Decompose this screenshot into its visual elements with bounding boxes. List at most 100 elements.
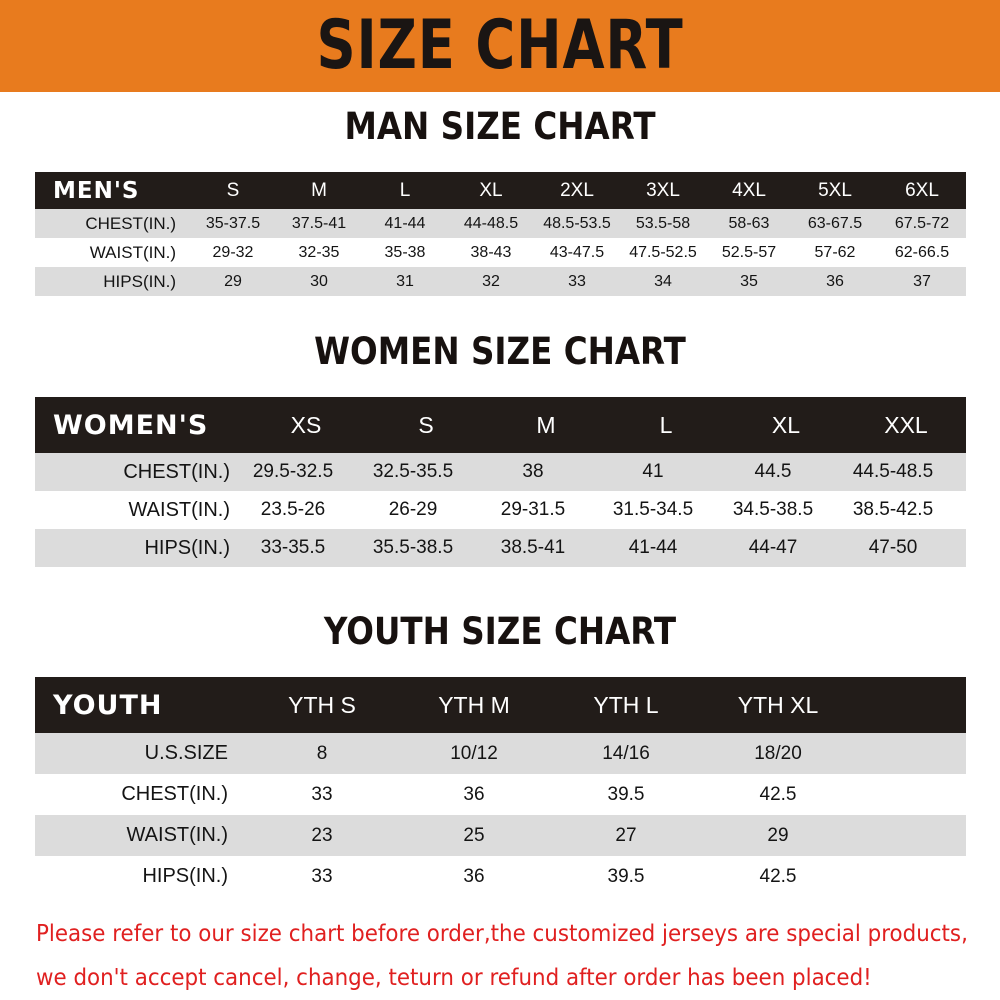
man-corner-label: MEN'S <box>53 177 140 204</box>
man-cell-r1-c3: 41-44 <box>384 214 426 232</box>
women-cell-r2-c6: 38.5-42.5 <box>852 499 934 520</box>
footer-note: Please refer to our size chart before or… <box>36 912 968 1000</box>
youth-cell-filler <box>854 856 966 897</box>
man-cell-r1-c9: 67.5-72 <box>894 214 950 232</box>
youth-table-header-row: YOUTH YTH S YTH M YTH L YTH XL <box>35 677 966 733</box>
youth-column-header-1: YTH S <box>288 691 356 718</box>
man-cell-r3-c7: 35 <box>740 272 758 290</box>
man-cell-r1-c6: 53.5-58 <box>635 214 691 232</box>
youth-cell-r4-c1: 33 <box>311 865 333 887</box>
youth-column-header-2: YTH M <box>438 691 510 718</box>
man-cell-r2-c3: 35-38 <box>384 243 426 261</box>
women-column-header-4: L <box>659 411 673 438</box>
table-row: HIPS(IN.) 33 36 39.5 42.5 <box>35 856 966 897</box>
man-cell-r3-c9: 37 <box>913 272 931 290</box>
women-cell-r2-c2: 26-29 <box>388 499 438 520</box>
man-cell-r3-c1: 29 <box>224 272 242 290</box>
man-column-header-3: L <box>399 179 411 201</box>
youth-size-table: YOUTH YTH S YTH M YTH L YTH XL U.S.SIZE 8 10/12… <box>35 677 966 897</box>
women-cell-r3-c3: 38.5-41 <box>500 537 566 558</box>
man-cell-r3-c4: 32 <box>482 272 500 290</box>
youth-row-label-3: WAIST(IN.) <box>126 824 228 846</box>
youth-section-title: YOUTH SIZE CHART <box>323 610 677 653</box>
man-cell-r1-c1: 35-37.5 <box>205 214 261 232</box>
youth-cell-r2-c4: 42.5 <box>759 783 797 805</box>
women-corner-label: WOMEN'S <box>53 409 209 441</box>
women-cell-r1-c4: 41 <box>642 461 664 482</box>
man-column-header-6: 3XL <box>646 179 680 201</box>
youth-cell-r4-c2: 36 <box>463 865 485 887</box>
youth-cell-r1-c3: 14/16 <box>602 742 650 764</box>
man-column-header-4: XL <box>479 179 503 201</box>
youth-row-label-4: HIPS(IN.) <box>142 865 228 887</box>
youth-cell-r1-c4: 18/20 <box>754 742 802 764</box>
man-cell-r1-c8: 63-67.5 <box>807 214 863 232</box>
man-cell-r3-c3: 31 <box>396 272 414 290</box>
youth-column-header-3: YTH L <box>593 691 659 718</box>
table-row: U.S.SIZE 8 10/12 14/16 18/20 <box>35 733 966 774</box>
women-column-header-2: S <box>418 411 434 438</box>
women-row-label-3: HIPS(IN.) <box>144 536 230 559</box>
youth-cell-r3-c4: 29 <box>767 824 789 846</box>
table-row: WAIST(IN.) 29-32 32-35 35-38 38-43 43-47.5 47.… <box>35 238 966 267</box>
table-row: HIPS(IN.) 33-35.5 35.5-38.5 38.5-41 41-44 44-… <box>35 529 966 567</box>
man-cell-r1-c7: 58-63 <box>728 214 770 232</box>
youth-cell-filler <box>854 733 966 774</box>
youth-cell-filler <box>854 774 966 815</box>
man-cell-r2-c9: 62-66.5 <box>894 243 950 261</box>
man-cell-r1-c4: 44-48.5 <box>463 214 519 232</box>
youth-cell-r3-c3: 27 <box>615 824 637 846</box>
man-column-header-1: S <box>226 179 240 201</box>
women-cell-r3-c5: 44-47 <box>748 537 798 558</box>
youth-column-header-4: YTH XL <box>737 691 819 718</box>
table-row: CHEST(IN.) 35-37.5 37.5-41 41-44 44-48.5 48.5… <box>35 209 966 238</box>
man-cell-r1-c2: 37.5-41 <box>291 214 347 232</box>
page-title: SIZE CHART <box>316 6 684 85</box>
women-table-header-row: WOMEN'S XS S M L XL XXL <box>35 397 966 453</box>
footer-line-1: Please refer to our size chart before or… <box>36 921 968 947</box>
man-row-label-3: HIPS(IN.) <box>103 271 176 291</box>
man-cell-r3-c8: 36 <box>826 272 844 290</box>
women-row-label-1: CHEST(IN.) <box>123 460 230 483</box>
man-column-header-2: M <box>311 179 327 201</box>
man-cell-r2-c8: 57-62 <box>814 243 856 261</box>
man-row-label-1: CHEST(IN.) <box>85 213 176 233</box>
man-cell-r2-c2: 32-35 <box>298 243 340 261</box>
youth-cell-r2-c2: 36 <box>463 783 485 805</box>
man-cell-r3-c6: 34 <box>654 272 672 290</box>
table-row: CHEST(IN.) 33 36 39.5 42.5 <box>35 774 966 815</box>
header-banner: SIZE CHART <box>0 0 1000 92</box>
women-column-header-6: XXL <box>884 411 928 438</box>
women-cell-r3-c6: 47-50 <box>868 537 918 558</box>
table-row: WAIST(IN.) 23 25 27 29 <box>35 815 966 856</box>
man-cell-r2-c1: 29-32 <box>212 243 254 261</box>
man-cell-r2-c7: 52.5-57 <box>721 243 777 261</box>
youth-cell-r4-c3: 39.5 <box>607 865 645 887</box>
man-column-header-7: 4XL <box>732 179 766 201</box>
table-row: WAIST(IN.) 23.5-26 26-29 29-31.5 31.5-34.5 34… <box>35 491 966 529</box>
women-cell-r2-c3: 29-31.5 <box>500 499 566 520</box>
women-cell-r2-c1: 23.5-26 <box>260 499 326 520</box>
man-column-header-8: 5XL <box>818 179 852 201</box>
women-cell-r1-c1: 29.5-32.5 <box>252 461 334 482</box>
youth-cell-r1-c1: 8 <box>316 742 328 764</box>
women-section-title: WOMEN SIZE CHART <box>314 330 686 373</box>
youth-header-filler <box>854 677 966 733</box>
man-cell-r2-c6: 47.5-52.5 <box>629 243 697 261</box>
women-cell-r2-c4: 31.5-34.5 <box>612 499 694 520</box>
women-cell-r3-c4: 41-44 <box>628 537 678 558</box>
women-column-header-5: XL <box>771 411 801 438</box>
youth-cell-r2-c3: 39.5 <box>607 783 645 805</box>
women-cell-r1-c3: 38 <box>522 461 544 482</box>
women-size-table: WOMEN'S XS S M L XL XXL CHEST(IN.) 29.5-32.5 32.5… <box>35 397 966 567</box>
youth-cell-r2-c1: 33 <box>311 783 333 805</box>
table-row: HIPS(IN.) 29 30 31 32 33 34 35 36 37 <box>35 267 966 296</box>
man-table-header-row: MEN'S S M L XL 2XL 3XL 4XL 5XL 6XL <box>35 172 966 209</box>
youth-cell-r3-c1: 23 <box>311 824 333 846</box>
women-cell-r3-c2: 35.5-38.5 <box>372 537 454 558</box>
women-column-header-3: M <box>536 411 556 438</box>
man-cell-r3-c2: 30 <box>310 272 328 290</box>
women-cell-r3-c1: 33-35.5 <box>260 537 326 558</box>
man-cell-r1-c5: 48.5-53.5 <box>543 214 611 232</box>
